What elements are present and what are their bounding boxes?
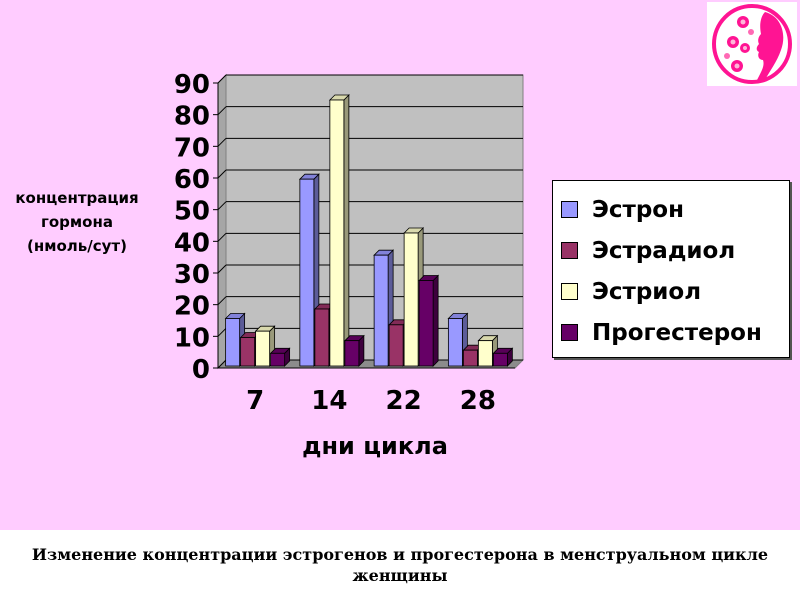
legend-swatch-estriol	[561, 283, 578, 300]
plot-side-wall	[217, 73, 227, 370]
x-tick-label: 28	[460, 386, 496, 416]
y-tick-label: 40	[174, 228, 210, 258]
gridline-side	[217, 106, 227, 116]
bar-Прогестерон-28	[492, 347, 514, 367]
bar-Прогестерон-7	[269, 347, 291, 367]
y-axis-label-line-1: концентрация	[15, 189, 139, 207]
legend-item-estron: Эстрон	[561, 189, 789, 230]
y-axis-label-line-2: гормона	[41, 213, 113, 231]
legend-item-progesterone: Прогестерон	[561, 312, 789, 353]
legend-swatch-estron	[561, 201, 578, 218]
x-axis-label: дни цикла	[302, 432, 448, 460]
woman-profile-flowers-icon	[712, 4, 792, 84]
y-tick-label: 80	[174, 102, 210, 132]
logo	[707, 2, 797, 86]
legend-swatch-progesterone	[561, 324, 578, 341]
bar-Прогестерон-14	[343, 334, 365, 367]
gridline-side	[217, 264, 227, 274]
gridline-side	[217, 74, 227, 84]
y-tick-label: 30	[174, 260, 210, 290]
x-tick-label: 22	[386, 386, 422, 416]
gridline-side	[217, 359, 227, 369]
gridline-side	[217, 232, 227, 242]
y-tick-label: 60	[174, 165, 210, 195]
legend-item-estradiol: Эстрадиол	[561, 230, 789, 271]
y-tick-label: 0	[192, 355, 210, 385]
legend-swatch-estradiol	[561, 242, 578, 259]
bar-Эстриол-14	[328, 94, 350, 367]
legend-label-progesterone: Прогестерон	[592, 319, 762, 346]
x-tick-label: 7	[246, 386, 264, 416]
y-tick-label: 70	[174, 133, 210, 163]
y-tick-label: 10	[174, 323, 210, 353]
gridline-side	[217, 296, 227, 306]
legend-label-estradiol: Эстрадиол	[592, 237, 736, 264]
legend-label-estron: Эстрон	[592, 196, 684, 223]
gridline-side	[217, 327, 227, 337]
y-axis-label: концентрация гормона (нмоль/сут)	[2, 186, 152, 258]
legend-label-estriol: Эстриол	[592, 278, 702, 305]
chart-caption: Изменение концентрации эстрогенов и прог…	[31, 545, 769, 585]
x-tick-label: 14	[311, 386, 347, 416]
legend: Эстрон Эстрадиол Эстриол Прогестерон	[552, 180, 790, 358]
bar-Прогестерон-22	[418, 274, 440, 367]
y-axis-label-line-3: (нмоль/сут)	[27, 237, 127, 255]
y-tick-label: 20	[174, 292, 210, 322]
y-tick-label: 90	[174, 70, 210, 100]
caption-box: Изменение концентрации эстрогенов и прог…	[0, 530, 800, 600]
y-tick-label: 50	[174, 197, 210, 227]
legend-item-estriol: Эстриол	[561, 271, 789, 312]
gridline-side	[217, 169, 227, 179]
gridline-side	[217, 137, 227, 147]
gridline-side	[217, 201, 227, 211]
